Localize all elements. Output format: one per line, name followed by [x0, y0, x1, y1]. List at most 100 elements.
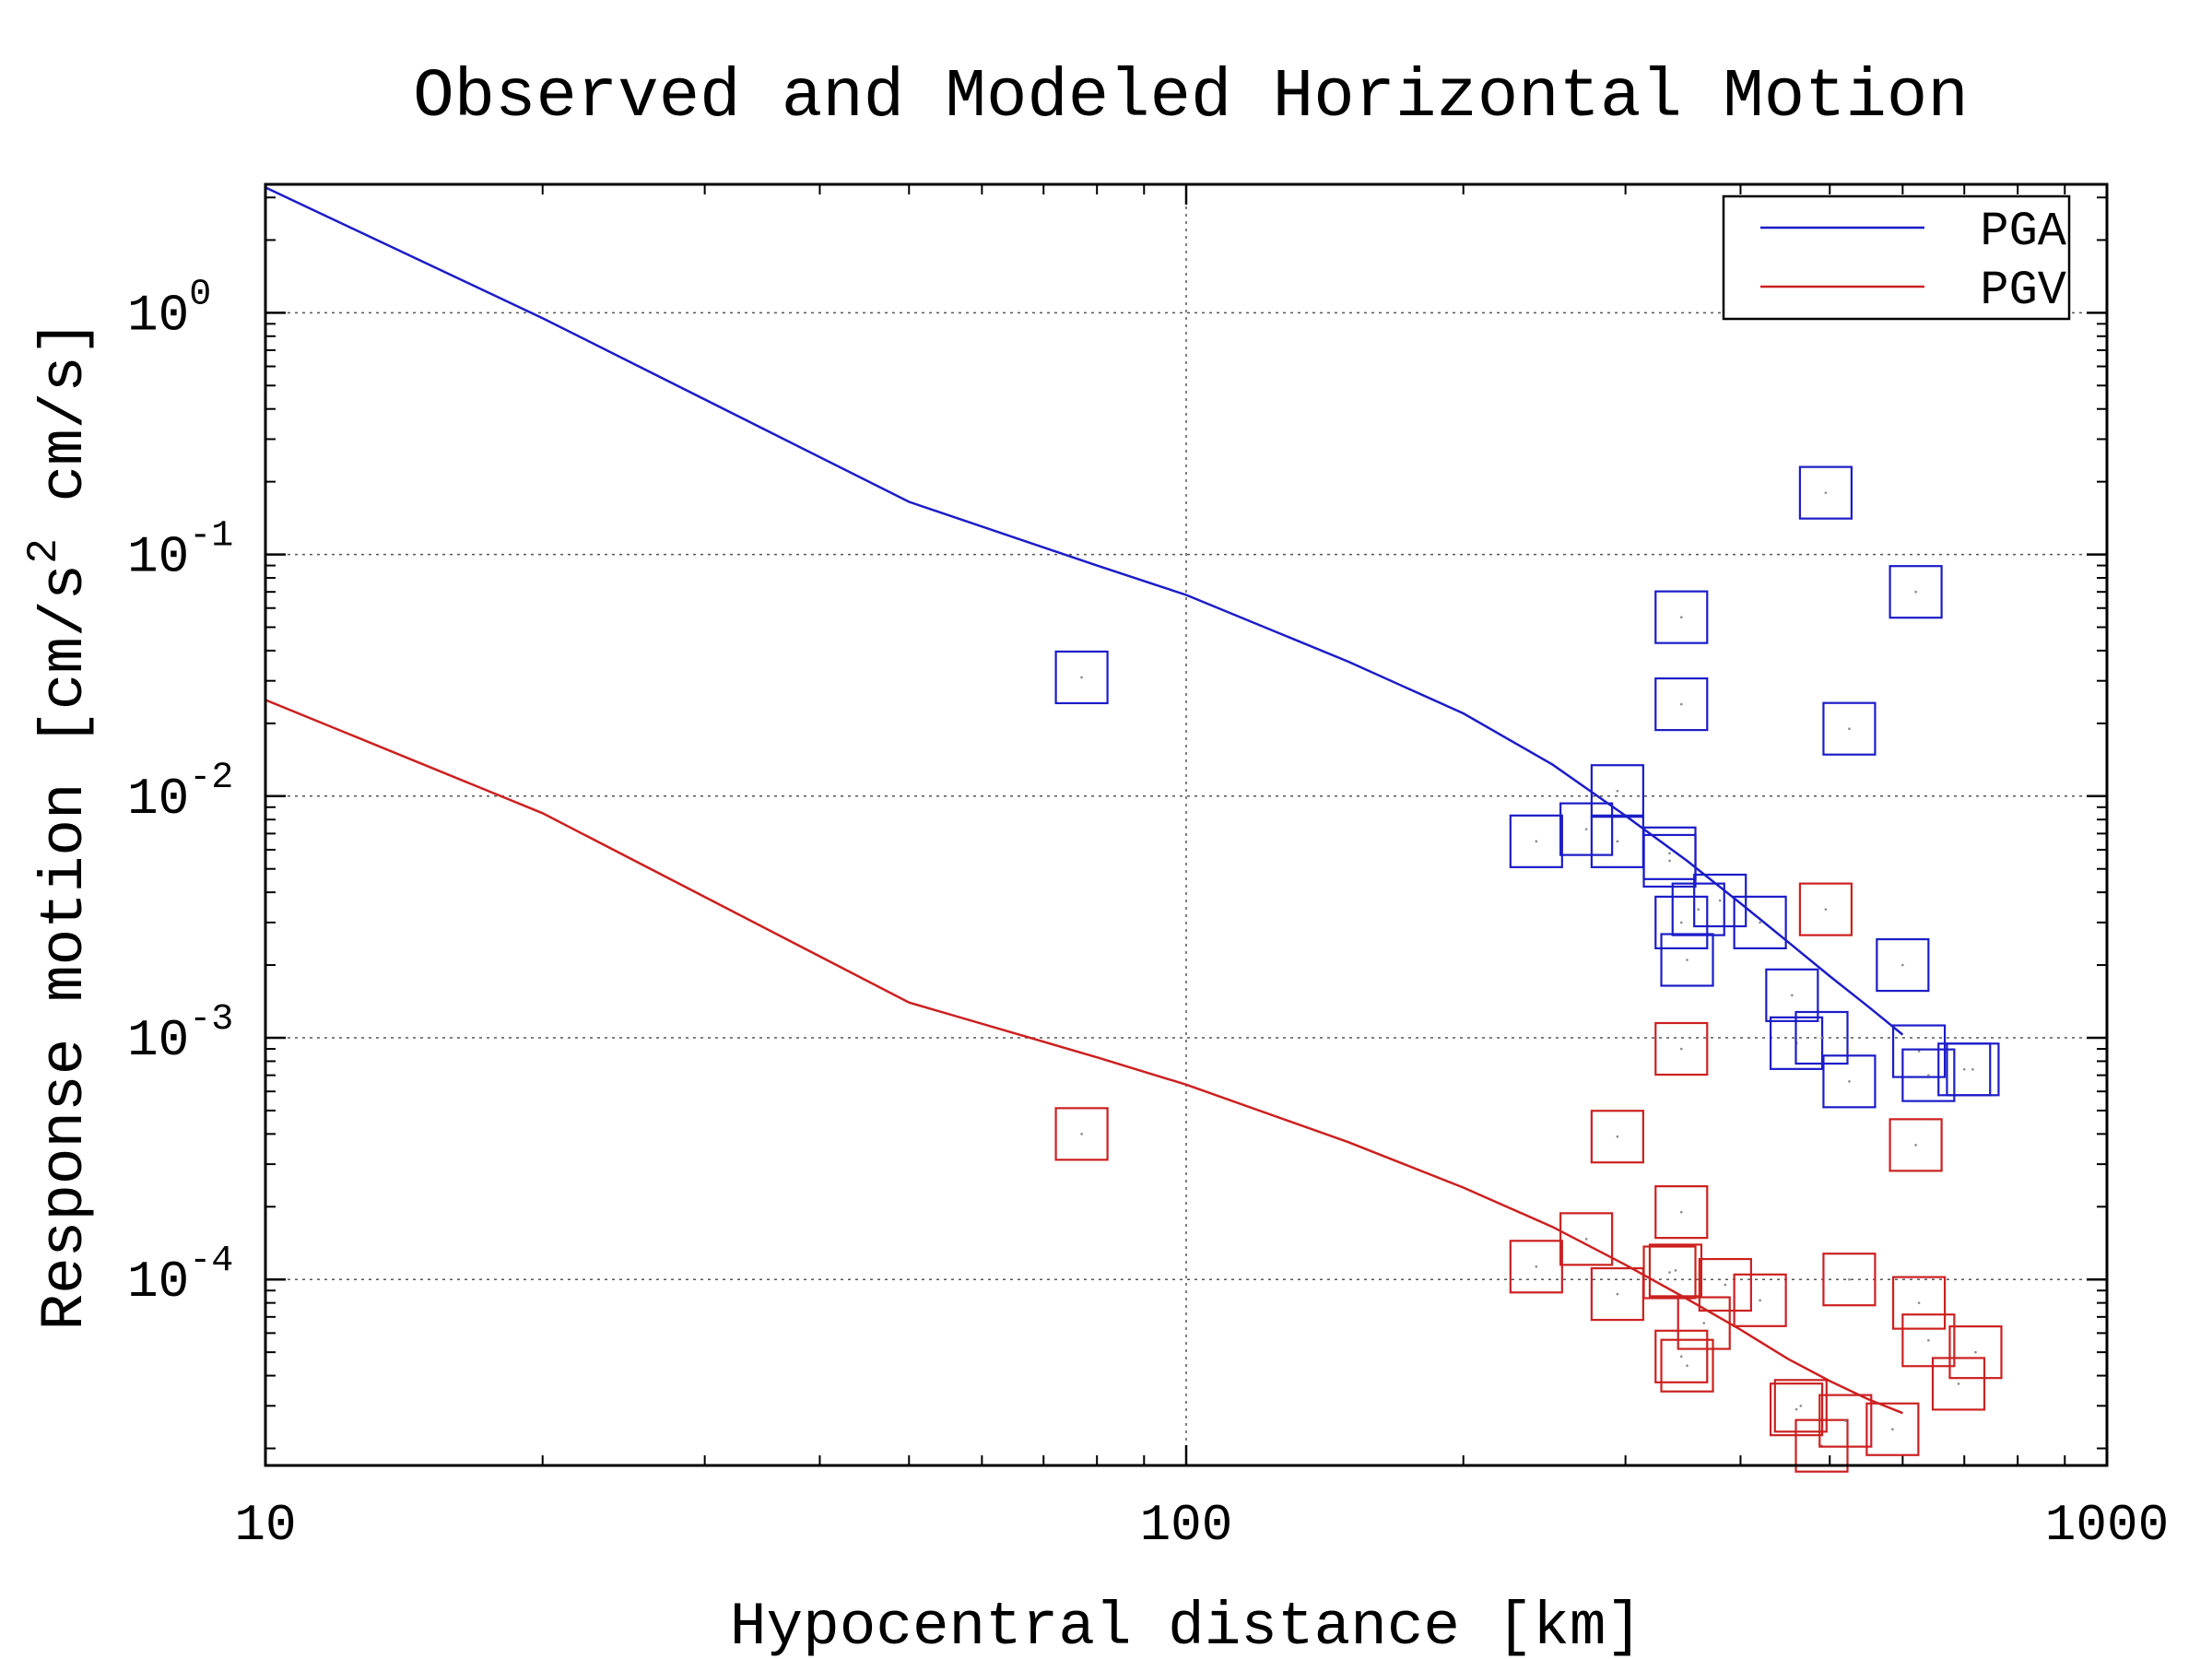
y-tick-label-exponent: 0: [189, 274, 211, 315]
x-tick-label: 1000: [2045, 1496, 2169, 1555]
point-pgv: [1818, 1394, 1873, 1448]
point-center-pga: [1962, 1067, 1966, 1071]
point-pgv: [1891, 1276, 1947, 1330]
point-pga: [1733, 895, 1787, 949]
model-lines: [265, 186, 1904, 1415]
point-center-pgv: [1917, 1301, 1921, 1304]
point-center-pgv: [1759, 1299, 1761, 1302]
point-center-pgv: [1843, 1419, 1847, 1422]
point-pgv: [1733, 1273, 1787, 1327]
y-tick-label-exponent: -3: [189, 999, 233, 1041]
line-pgv: [265, 699, 1903, 1415]
point-pgv: [1509, 1240, 1563, 1294]
y-axis-label-main: Response motion [cm/s: [30, 564, 100, 1331]
x-tick-label: 10: [234, 1496, 296, 1555]
point-center-pgv: [1927, 1338, 1930, 1342]
y-tick-label-base: 10: [127, 1011, 189, 1070]
legend-label-pgv: PGV: [1980, 264, 2066, 318]
point-center-pga: [1697, 908, 1700, 911]
y-axis-label-tail: cm/s]: [30, 320, 100, 539]
point-center-pgv: [1824, 908, 1828, 911]
point-center-pga: [1718, 899, 1722, 902]
point-center-pga: [1535, 840, 1538, 843]
point-center-pga: [1679, 702, 1683, 706]
point-pga: [1509, 814, 1563, 868]
point-pga: [1822, 701, 1877, 756]
point-center-pgv: [1724, 1283, 1727, 1287]
point-pgv: [1648, 1243, 1703, 1298]
point-pga: [1660, 933, 1714, 987]
point-pgv: [1559, 1212, 1614, 1266]
point-center-pga: [1616, 840, 1619, 843]
point-center-pgv: [1616, 1135, 1619, 1138]
point-center-pgv: [1679, 1210, 1683, 1214]
x-axis-label: Hypocentral distance [km]: [730, 1593, 1642, 1659]
point-pga: [1559, 802, 1614, 856]
point-pgv: [1948, 1325, 2003, 1380]
point-pga: [1901, 1048, 1956, 1102]
point-center-pgv: [1891, 1428, 1894, 1431]
y-tick-label: 10-4: [127, 1241, 233, 1312]
point-pga: [1590, 764, 1644, 818]
y-tick-label: 10-3: [127, 999, 233, 1070]
legend-box: [1722, 194, 2071, 321]
point-center-pgv: [1674, 1269, 1677, 1272]
point-pgv: [1798, 882, 1853, 936]
point-pga: [1765, 968, 1819, 1022]
point-center-pga: [1679, 616, 1683, 618]
point-pgv: [1054, 1107, 1109, 1161]
point-center-pgv: [1679, 1047, 1683, 1051]
legend: PGA PGV: [1722, 194, 2071, 321]
point-pga: [1054, 650, 1109, 705]
point-center-pgv: [1686, 1364, 1688, 1368]
point-center-pgv: [1794, 1407, 1798, 1411]
line-pga: [265, 186, 1904, 1036]
point-center-pga: [1616, 789, 1619, 793]
point-pgv: [1654, 1185, 1709, 1240]
point-pga: [1794, 1010, 1849, 1065]
point-center-pga: [1927, 1074, 1930, 1077]
point-pgv: [1660, 1338, 1714, 1393]
chart-title: Observed and Modeled Horizontal Motion: [413, 59, 1968, 136]
x-tick-labels: 10 100 1000: [234, 1496, 2169, 1555]
point-center-pga: [1080, 676, 1083, 679]
point-pgv: [1654, 1329, 1709, 1383]
y-tick-label: 10-1: [127, 516, 233, 587]
legend-label-pga: PGA: [1980, 205, 2066, 259]
y-tick-label-exponent: -4: [189, 1241, 233, 1282]
point-pga: [1654, 895, 1709, 949]
point-center-pga: [1791, 994, 1794, 997]
point-center-pgv: [1616, 1292, 1619, 1296]
point-center-pga: [1820, 1036, 1823, 1040]
y-tick-label-base: 10: [127, 770, 189, 829]
point-pga: [1798, 465, 1853, 520]
point-center-pgv: [1668, 1271, 1671, 1274]
point-pga: [1654, 590, 1709, 644]
point-pgv: [1698, 1257, 1752, 1312]
point-center-pga: [1848, 1080, 1851, 1083]
y-tick-label-base: 10: [127, 286, 189, 345]
point-pga: [1822, 1054, 1877, 1109]
point-center-pgv: [1702, 1322, 1706, 1324]
y-tick-label-exponent: -1: [189, 516, 233, 558]
observed-markers: [1054, 465, 2003, 1473]
point-pga: [1891, 1024, 1947, 1078]
y-axis-label: Response motion [cm/s2 cm/s]: [20, 320, 100, 1331]
point-center-pga: [1668, 859, 1671, 863]
plot-frame: [264, 182, 2109, 1467]
point-center-pga: [1668, 852, 1671, 855]
point-center-pga: [1824, 491, 1828, 494]
point-center-pga: [1914, 590, 1917, 594]
y-tick-label-base: 10: [127, 1253, 189, 1312]
y-tick-label: 100: [127, 274, 211, 345]
y-tick-label: 10-2: [127, 758, 233, 829]
x-tick-label: 100: [1140, 1496, 1233, 1555]
point-center-pgv: [1080, 1133, 1083, 1135]
point-center-pgv: [1679, 1355, 1683, 1359]
point-center-pga: [1679, 921, 1683, 924]
y-tick-label-base: 10: [127, 528, 189, 587]
point-pgv: [1888, 1118, 1943, 1172]
point-pgv: [1590, 1110, 1644, 1164]
point-center-pga: [1584, 828, 1588, 830]
